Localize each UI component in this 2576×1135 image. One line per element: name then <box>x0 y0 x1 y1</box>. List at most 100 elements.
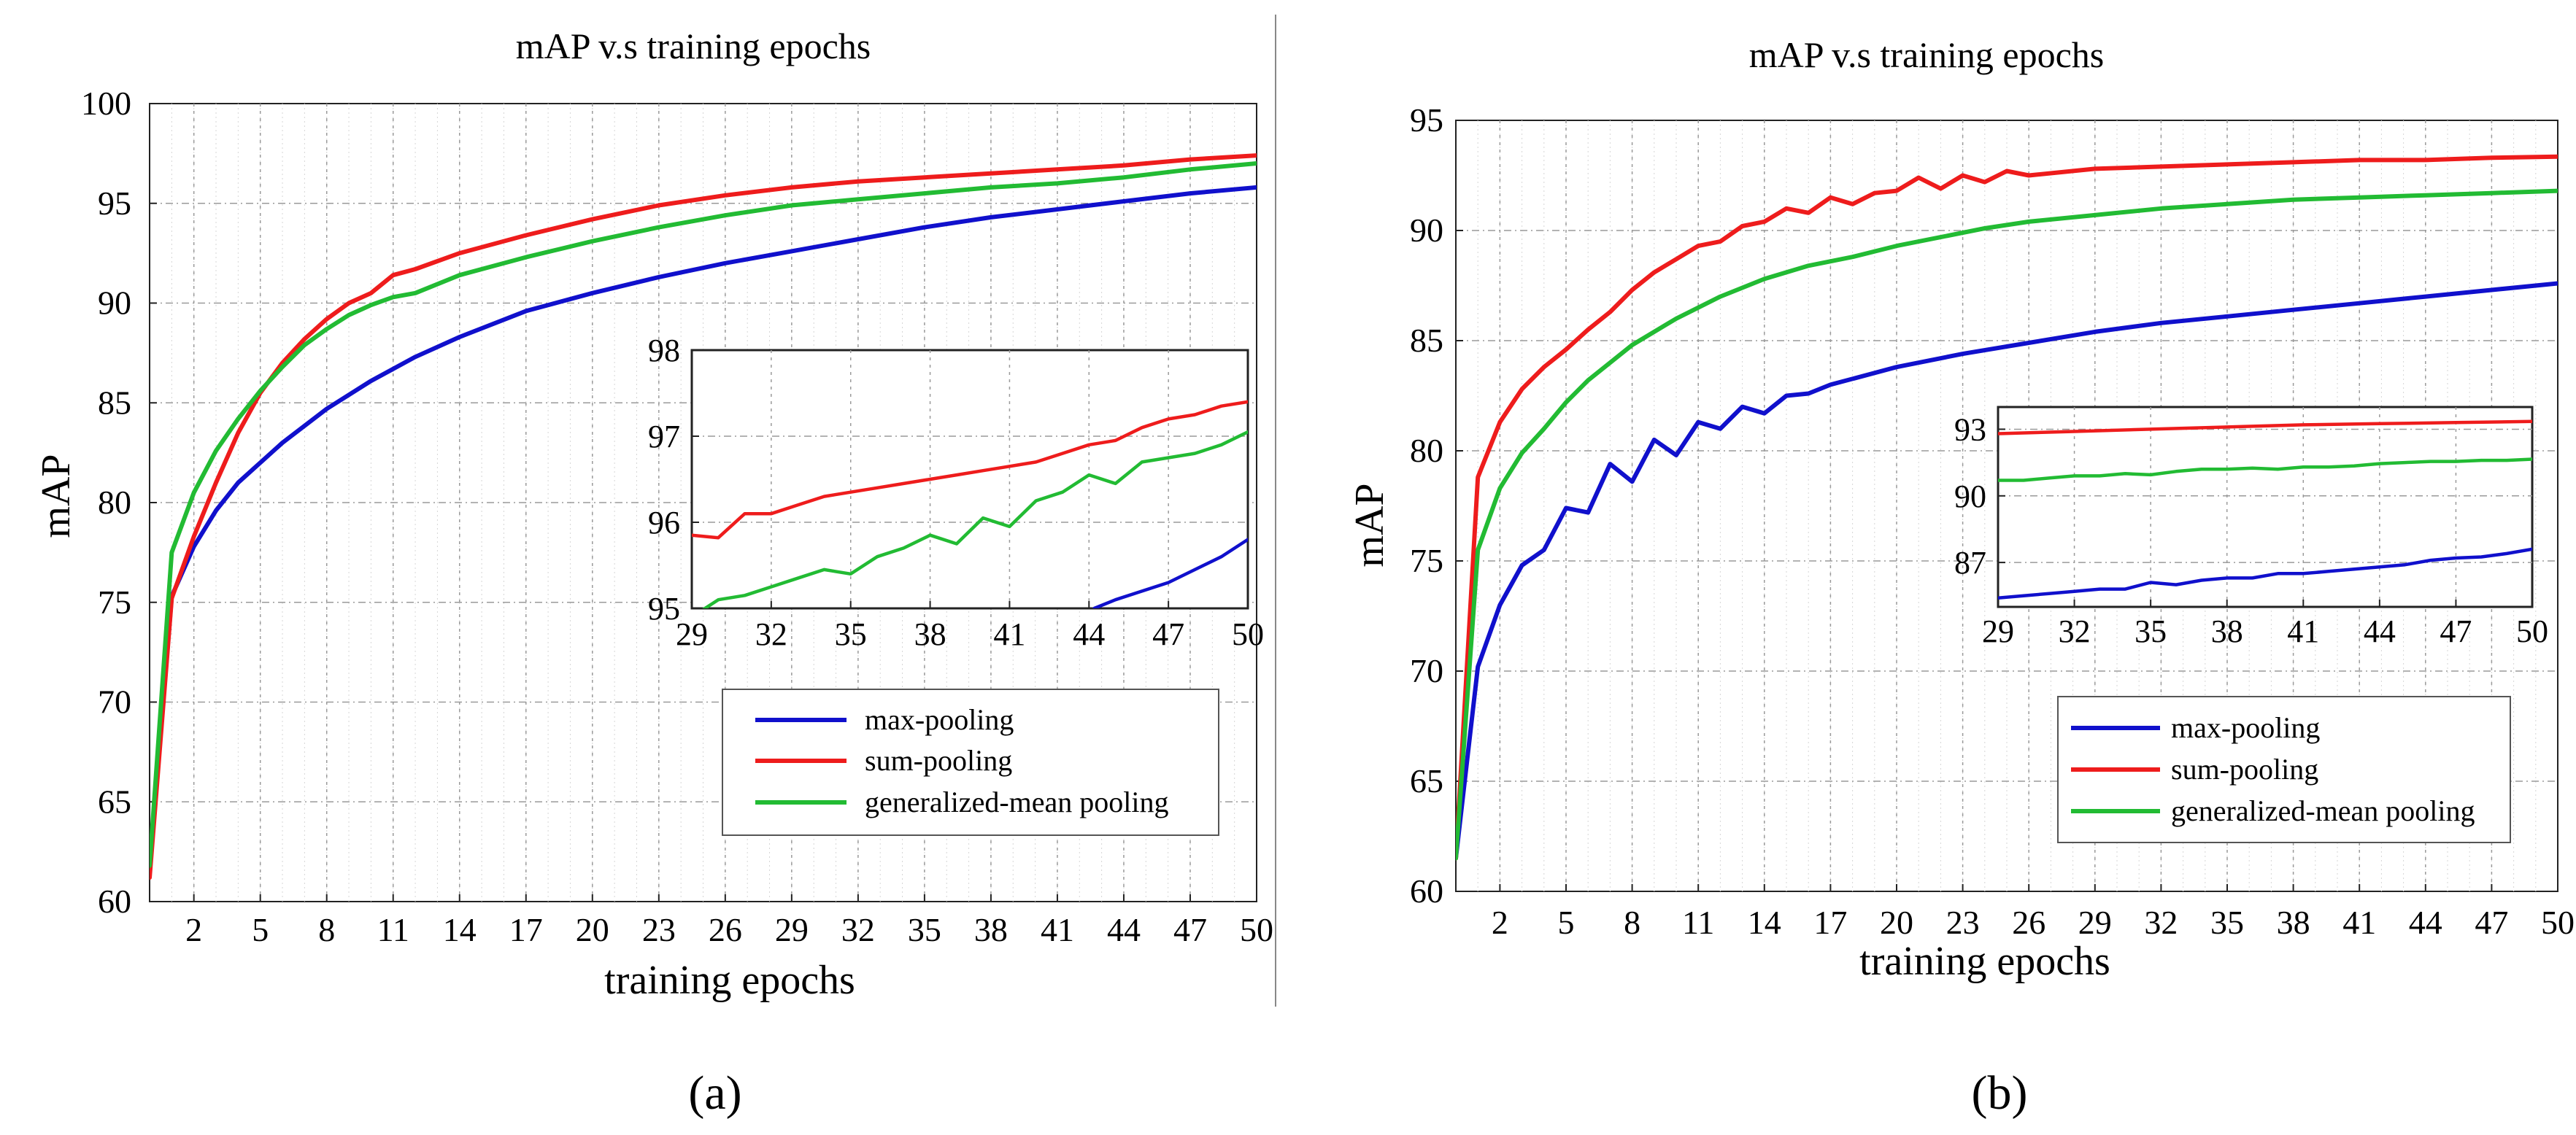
x-tick-label: 35 <box>835 616 867 652</box>
y-tick-label: 90 <box>1410 212 1443 249</box>
inset-series-line-gem <box>1998 457 2532 482</box>
x-tick-label: 5 <box>1558 904 1575 941</box>
x-tick-label: 20 <box>576 911 609 948</box>
y-tick-label: 95 <box>1410 101 1443 139</box>
inset-series-line-sum <box>1998 419 2532 435</box>
inset-plot-area <box>1997 406 2534 608</box>
x-axis-label: training epochs <box>1859 939 2110 984</box>
x-tick-label: 47 <box>1152 616 1184 652</box>
x-tick-label: 32 <box>755 616 787 652</box>
x-tick-label: 38 <box>974 911 1008 948</box>
x-tick-label: 29 <box>1982 613 2014 649</box>
y-tick-label: 97 <box>648 419 680 454</box>
x-tick-label: 47 <box>1173 911 1207 948</box>
legend: max-pooling sum-pooling generalized-mean… <box>722 689 1219 836</box>
y-tick-label: 85 <box>98 384 131 421</box>
x-tick-label: 50 <box>1232 616 1264 652</box>
x-tick-label: 5 <box>252 911 269 948</box>
panel-b: mAP v.s training epochs mAP training epo… <box>1347 34 2575 1120</box>
x-tick-label: 2 <box>185 911 202 948</box>
y-tick-label: 87 <box>1954 545 1986 581</box>
x-tick-label: 44 <box>1107 911 1141 948</box>
y-tick-label: 93 <box>1954 411 1986 447</box>
series-line-gem <box>150 161 1257 868</box>
x-tick-label: 41 <box>993 616 1025 652</box>
x-tick-label: 41 <box>1041 911 1074 948</box>
x-tick-label: 41 <box>2287 613 2319 649</box>
x-tick-label: 32 <box>2144 904 2178 941</box>
y-tick-label: 65 <box>98 783 131 820</box>
x-tick-label: 11 <box>1682 904 1714 941</box>
series-line-sum <box>1456 154 2558 861</box>
panel-a: mAP v.s training epochs mAP training epo… <box>34 26 1273 1120</box>
x-tick-label: 29 <box>676 616 708 652</box>
y-tick-label: 65 <box>1410 762 1443 799</box>
x-tick-label: 8 <box>318 911 335 948</box>
y-tick-label: 80 <box>98 484 131 521</box>
x-axis-label: training epochs <box>604 958 855 1003</box>
x-tick-label: 38 <box>914 616 946 652</box>
x-tick-label: 20 <box>1880 904 1913 941</box>
x-tick-label: 35 <box>908 911 941 948</box>
chart-title: mAP v.s training epochs <box>516 26 871 66</box>
inset-plot-area <box>690 349 1249 610</box>
x-tick-label: 29 <box>2078 904 2112 941</box>
x-tick-label: 44 <box>2364 613 2396 649</box>
legend-label-sum: sum-pooling <box>865 744 1012 777</box>
x-tick-label: 11 <box>377 911 409 948</box>
x-tick-label: 32 <box>2059 613 2091 649</box>
legend-label-max: max-pooling <box>2171 711 2320 744</box>
x-tick-label: 44 <box>1073 616 1105 652</box>
inset-series-line-max <box>1092 538 1248 608</box>
x-tick-label: 44 <box>2409 904 2442 941</box>
inset-series-line-sum <box>692 400 1248 540</box>
x-tick-label: 26 <box>2012 904 2045 941</box>
y-tick-label: 95 <box>648 591 680 627</box>
y-tick-label: 98 <box>648 333 680 368</box>
y-tick-label: 70 <box>98 683 131 721</box>
y-tick-label: 90 <box>98 284 131 322</box>
inset-plot: 29 32 35 38 41 44 47 50 95 96 97 98 <box>648 333 1264 652</box>
panel-caption: (b) <box>1972 1066 2028 1120</box>
x-tick-label: 38 <box>2277 904 2310 941</box>
y-tick-label: 90 <box>1954 479 1986 514</box>
y-tick-label: 60 <box>1410 872 1443 910</box>
y-tick-label: 80 <box>1410 432 1443 469</box>
x-tick-label: 50 <box>1240 911 1273 948</box>
x-tick-label: 17 <box>1813 904 1847 941</box>
x-tick-label: 23 <box>1946 904 1980 941</box>
y-tick-label: 60 <box>98 883 131 920</box>
series-line-gem <box>1456 188 2558 861</box>
y-tick-label: 75 <box>1410 542 1443 579</box>
x-tick-label: 26 <box>709 911 742 948</box>
x-tick-label: 23 <box>642 911 676 948</box>
inset-plot: 29 32 35 38 41 44 47 50 87 90 93 <box>1954 406 2548 649</box>
y-tick-label: 70 <box>1410 652 1443 689</box>
series-line-sum <box>150 153 1257 880</box>
x-tick-label: 35 <box>2135 613 2167 649</box>
x-tick-label: 8 <box>1624 904 1640 941</box>
y-tick-label: 75 <box>98 584 131 621</box>
x-tick-label: 35 <box>2210 904 2244 941</box>
series-line-max <box>150 185 1257 874</box>
chart-title: mAP v.s training epochs <box>1749 34 2105 75</box>
legend: max-pooling sum-pooling generalized-mean… <box>2057 696 2511 843</box>
x-tick-label: 47 <box>2440 613 2472 649</box>
series-line-max <box>1456 281 2558 861</box>
legend-label-gem: generalized-mean pooling <box>2171 794 2475 827</box>
y-axis-label: mAP <box>1347 483 1392 567</box>
y-tick-label: 96 <box>648 505 680 541</box>
x-tick-label: 50 <box>2516 613 2548 649</box>
x-tick-label: 50 <box>2541 904 2575 941</box>
panel-caption: (a) <box>688 1066 741 1120</box>
legend-label-max: max-pooling <box>865 703 1014 736</box>
y-tick-label: 100 <box>81 85 131 122</box>
x-tick-label: 29 <box>775 911 809 948</box>
legend-label-gem: generalized-mean pooling <box>865 786 1168 818</box>
x-tick-label: 38 <box>2211 613 2243 649</box>
y-axis-label: mAP <box>34 454 79 538</box>
inset-series-line-gem <box>702 430 1248 608</box>
x-tick-label: 14 <box>1748 904 1781 941</box>
x-tick-label: 14 <box>443 911 477 948</box>
